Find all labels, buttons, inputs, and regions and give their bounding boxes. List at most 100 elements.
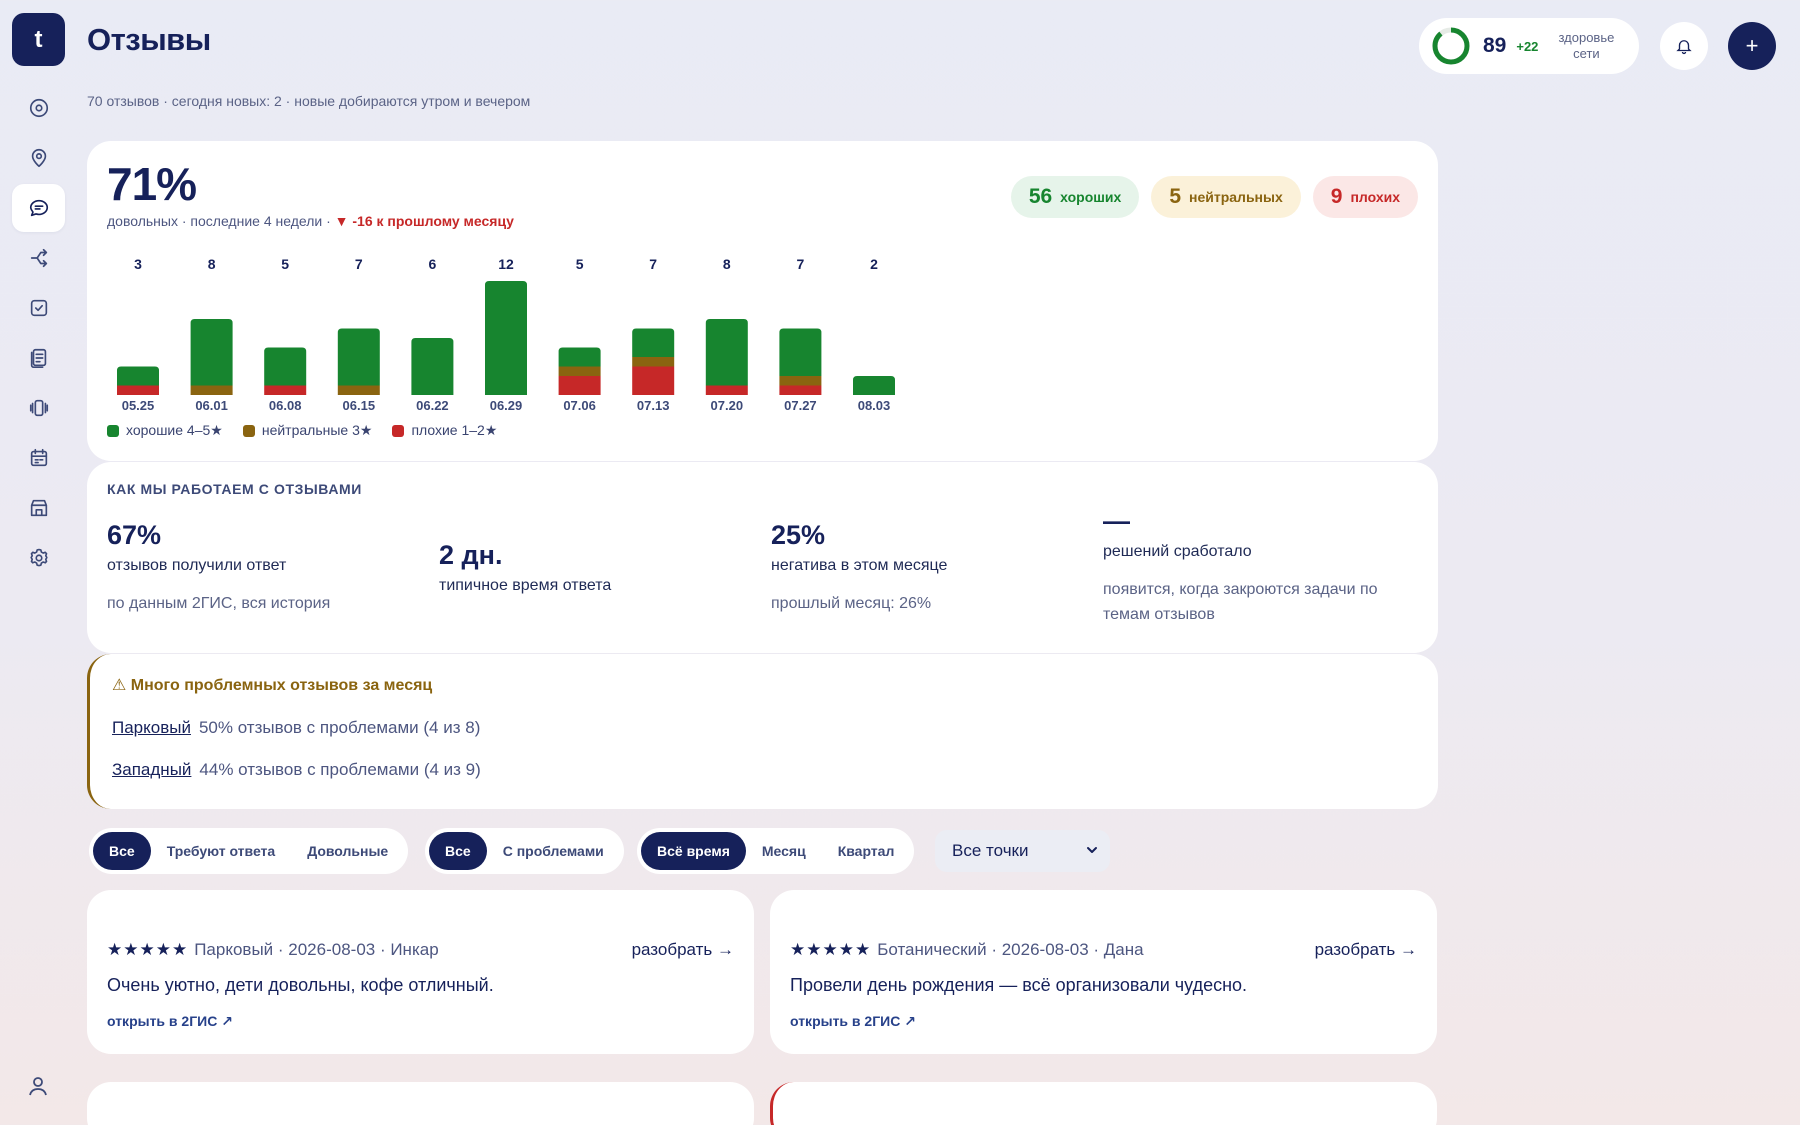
review-process-button[interactable]: разобрать → xyxy=(631,940,734,959)
open-in-2gis-link[interactable]: открыть в 2ГИС ↗ xyxy=(790,1013,916,1029)
nav-calendar[interactable] xyxy=(12,434,65,482)
alert-place-link[interactable]: Западный xyxy=(112,760,192,779)
chart-legend: хорошие 4–5★ нейтральные 3★ плохие 1–2★ xyxy=(107,422,497,439)
bar-total-label: 6 xyxy=(429,256,437,272)
bar-segment-06.22 xyxy=(411,338,454,395)
location-select[interactable]: Все точки xyxy=(935,830,1110,872)
notifications-button[interactable] xyxy=(1660,22,1708,70)
metric-negative-share: 25% негатива в этом месяце прошлый месяц… xyxy=(771,520,1091,616)
review-stars: ★★★★★ xyxy=(790,940,872,959)
alert-place-link[interactable]: Парковый xyxy=(112,718,191,737)
location-select-value: Все точки xyxy=(952,841,1029,860)
x-tick-label: 06.08 xyxy=(269,398,302,413)
nav-reviews[interactable] xyxy=(12,184,65,232)
filter-with-problems[interactable]: С проблемами xyxy=(502,843,604,859)
bar-segment-07.27 xyxy=(779,376,822,386)
health-score: 89 xyxy=(1483,34,1507,57)
bar-segment-06.01 xyxy=(190,385,233,395)
bar-segment-07.27 xyxy=(779,328,822,376)
metric-value: 25% xyxy=(771,520,826,550)
bar-segment-07.13 xyxy=(632,357,675,367)
add-button[interactable]: + xyxy=(1728,22,1776,70)
bar-total-label: 5 xyxy=(281,256,289,272)
review-card xyxy=(87,1082,754,1125)
review-meta: ★★★★★ Парковый · 2026-08-03 · Инкар xyxy=(107,940,439,960)
nav-routing[interactable] xyxy=(12,234,65,282)
user-profile-button[interactable] xyxy=(26,1074,50,1098)
x-tick-label: 05.25 xyxy=(122,398,155,413)
bar-total-label: 8 xyxy=(723,256,731,272)
bar-segment-06.15 xyxy=(337,385,380,395)
bar-total-label: 2 xyxy=(870,256,878,272)
satisfaction-change: ▼ -16 к прошлому месяцу xyxy=(334,213,514,229)
satisfaction-subtitle: довольных · последние 4 недели · ▼ -16 к… xyxy=(107,213,514,229)
nav-devices[interactable] xyxy=(12,384,65,432)
review-card: ★★★★★ Ботанический · 2026-08-03 · Дана ра… xyxy=(770,890,1437,1054)
bar-total-label: 5 xyxy=(576,256,584,272)
review-meta-text: Парковый · 2026-08-03 · Инкар xyxy=(194,940,439,959)
health-ring xyxy=(1432,27,1470,65)
filter-satisfied[interactable]: Довольные xyxy=(307,843,389,859)
x-tick-label: 07.27 xyxy=(784,398,817,413)
bar-total-label: 7 xyxy=(797,256,805,272)
chevron-down-icon xyxy=(1087,847,1097,853)
app-logo[interactable]: t xyxy=(12,13,65,66)
filter-quarter[interactable]: Квартал xyxy=(837,843,895,859)
legend-good-swatch xyxy=(107,424,119,437)
bell-icon xyxy=(1676,40,1692,55)
bar-segment-05.25 xyxy=(117,385,159,395)
nav-stores[interactable] xyxy=(12,484,65,532)
metric-label: типичное время ответа xyxy=(439,577,612,594)
good-count-pill[interactable]: 56 хороших xyxy=(1010,176,1140,218)
metric-value: — xyxy=(1103,506,1130,536)
bad-label: плохих xyxy=(1350,189,1400,205)
neutral-label: нейтральных xyxy=(1189,189,1283,205)
bar-segment-07.20 xyxy=(705,319,748,386)
legend-neutral-swatch xyxy=(242,424,255,437)
bar-segment-07.06 xyxy=(558,366,601,376)
x-tick-label: 06.29 xyxy=(490,398,523,413)
health-label: здоровье сети xyxy=(1558,30,1615,61)
filter-response-group: Все Требуют ответа Довольные xyxy=(89,828,409,874)
filter-month[interactable]: Месяц xyxy=(761,843,806,859)
metric-solutions: — решений сработало появится, когда закр… xyxy=(1103,506,1423,627)
review-text: Очень уютно, дети довольны, кофе отличны… xyxy=(107,975,494,995)
filter-all-problems[interactable]: Все xyxy=(429,832,487,870)
health-delta: +22 xyxy=(1516,38,1539,54)
x-tick-label: 08.03 xyxy=(858,398,891,413)
open-in-2gis-link[interactable]: открыть в 2ГИС ↗ xyxy=(107,1013,233,1029)
alert-row-text: 50% отзывов с проблемами (4 из 8) xyxy=(198,718,481,737)
review-card: ★★★★★ Парковый · 2026-08-03 · Инкар разоб… xyxy=(87,890,754,1054)
metric-note: прошлый месяц: 26% xyxy=(771,595,932,612)
process-metrics-card: КАК МЫ РАБОТАЕМ С ОТЗЫВАМИ 67% отзывов п… xyxy=(87,462,1438,653)
nav-settings[interactable] xyxy=(12,534,65,582)
nav-tasks[interactable] xyxy=(12,284,65,332)
share-icon xyxy=(30,248,47,268)
filter-all[interactable]: Все xyxy=(93,832,151,870)
alert-row: Западный 44% отзывов с проблемами (4 из 9… xyxy=(112,760,481,780)
devices-icon xyxy=(29,399,48,417)
review-process-button[interactable]: разобрать → xyxy=(1314,940,1417,959)
metric-label: решений сработало xyxy=(1103,543,1252,560)
x-tick-label: 06.22 xyxy=(416,398,449,413)
network-health-widget[interactable]: 89 +22 здоровье сети xyxy=(1419,18,1639,74)
nav-locations[interactable] xyxy=(12,134,65,182)
review-stars: ★★★★★ xyxy=(107,940,189,959)
bar-segment-07.13 xyxy=(632,366,675,395)
bar-segment-07.13 xyxy=(632,328,675,357)
bar-segment-06.29 xyxy=(485,281,527,395)
nav-documents[interactable] xyxy=(12,334,65,382)
alert-title: ⚠ Много проблемных отзывов за месяц xyxy=(112,677,433,694)
x-tick-label: 06.15 xyxy=(343,398,376,413)
filter-needs-reply[interactable]: Требуют ответа xyxy=(166,843,276,859)
rating-pills: 56 хороших 5 нейтральных 9 плохих xyxy=(1010,176,1418,218)
weekly-reviews-chart: 3 05.25 8 06.01 5 06.08 7 06.15 6 06.22 12 06.29 5 07… xyxy=(117,256,895,413)
nav-dashboard[interactable] xyxy=(12,84,65,132)
x-tick-label: 07.13 xyxy=(637,398,670,413)
bad-count-pill[interactable]: 9 плохих xyxy=(1312,176,1418,218)
neutral-count-pill[interactable]: 5 нейтральных xyxy=(1151,176,1301,218)
filter-all-time[interactable]: Всё время xyxy=(641,832,746,870)
bar-segment-07.27 xyxy=(779,385,822,395)
metric-note: появится, когда закроются задачи по тема… xyxy=(1103,581,1378,623)
sidebar: t xyxy=(0,0,76,1125)
